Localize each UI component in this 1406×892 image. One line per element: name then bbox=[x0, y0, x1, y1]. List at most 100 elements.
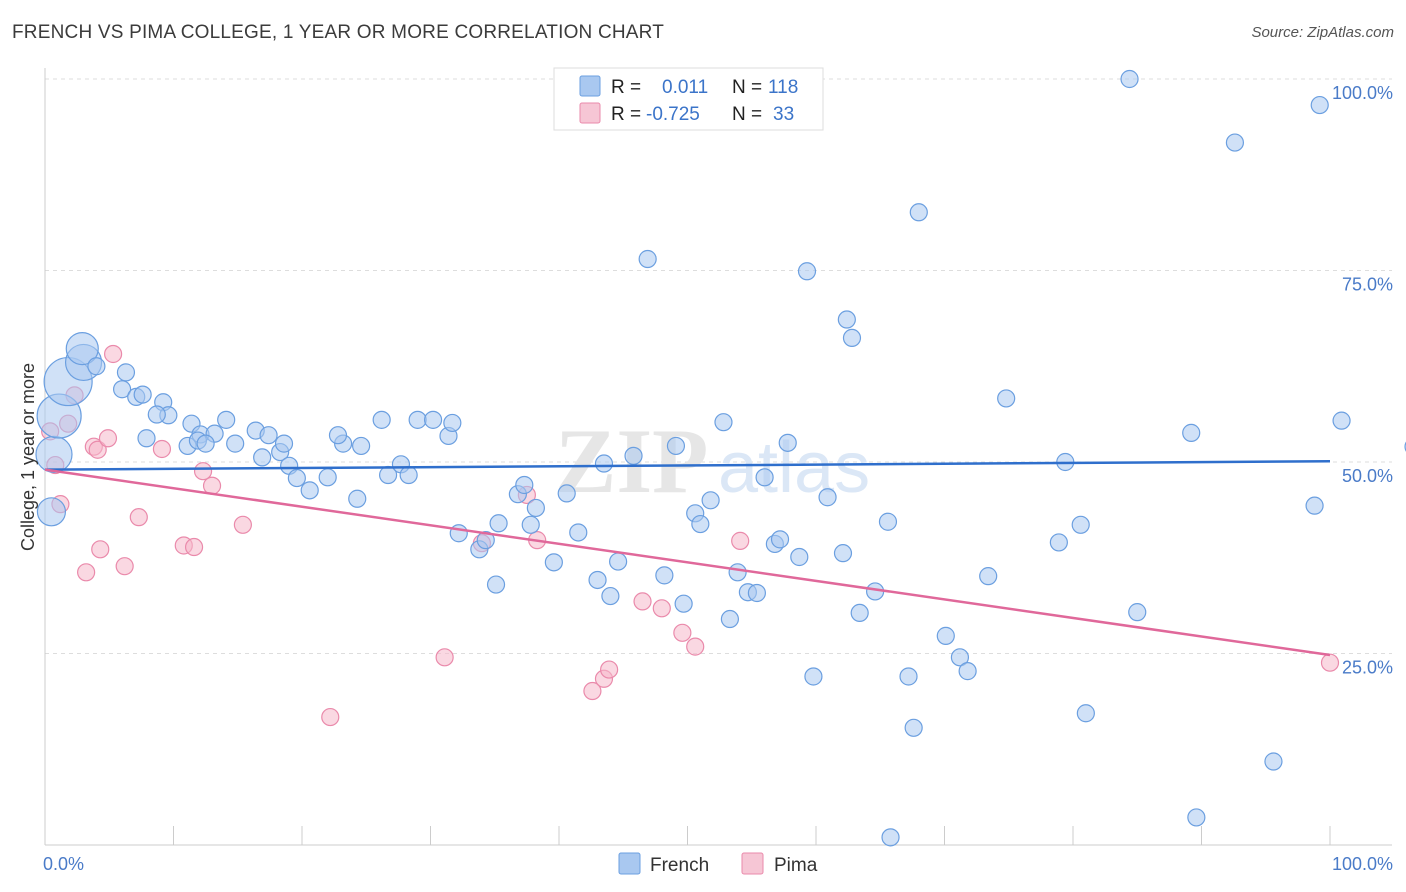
french-point bbox=[588, 570, 607, 590]
french-point bbox=[638, 249, 657, 269]
french-point bbox=[116, 363, 136, 382]
pima-point bbox=[104, 344, 123, 364]
pima-point bbox=[77, 563, 96, 582]
french-point bbox=[274, 434, 294, 453]
french-point bbox=[489, 514, 508, 533]
y-axis-title: College, 1 year or more bbox=[18, 363, 38, 551]
pima-point bbox=[88, 440, 107, 459]
french-point bbox=[36, 497, 67, 527]
french-point bbox=[1187, 808, 1206, 827]
bottom-legend-label-pima: Pima bbox=[774, 855, 818, 876]
french-point bbox=[544, 553, 563, 572]
bottom-legend: French Pima bbox=[618, 852, 818, 876]
french-point bbox=[691, 514, 710, 534]
french-point bbox=[1071, 515, 1090, 534]
french-point bbox=[318, 468, 337, 487]
french-point bbox=[701, 491, 720, 510]
french-point bbox=[655, 566, 674, 585]
pima-point bbox=[193, 462, 213, 481]
french-point bbox=[515, 475, 534, 495]
legend-r-value-pima: -0.725 bbox=[646, 104, 700, 125]
y-tick-label-50: 50.0% bbox=[1342, 466, 1393, 486]
french-point bbox=[842, 328, 862, 348]
french-point bbox=[112, 380, 132, 399]
french-point bbox=[352, 436, 371, 456]
pima-point bbox=[652, 599, 671, 618]
french-point bbox=[747, 583, 766, 603]
french-trend-line bbox=[44, 459, 1331, 471]
french-point bbox=[408, 410, 427, 429]
bottom-legend-swatch-pima bbox=[741, 852, 764, 875]
legend-n-value-french: 118 bbox=[768, 77, 798, 98]
french-point bbox=[259, 426, 278, 445]
french-point bbox=[878, 512, 898, 531]
pima-point bbox=[435, 648, 454, 667]
french-point bbox=[423, 410, 443, 429]
pima-point bbox=[686, 637, 705, 656]
x-tick-label-max: 100.0% bbox=[1332, 854, 1393, 874]
french-point bbox=[790, 547, 809, 567]
pima-point bbox=[115, 557, 134, 576]
french-point bbox=[818, 488, 837, 507]
french-point bbox=[372, 410, 391, 429]
y-tick-labels: 25.0% 50.0% 75.0% 100.0% bbox=[1332, 83, 1393, 678]
pima-point bbox=[1320, 653, 1340, 672]
pima-points bbox=[41, 344, 1340, 727]
french-point bbox=[147, 405, 166, 424]
french-point bbox=[674, 594, 693, 613]
french-point bbox=[1120, 69, 1139, 89]
french-point bbox=[909, 203, 928, 222]
french-point bbox=[486, 575, 506, 594]
chart-title: FRENCH VS PIMA COLLEGE, 1 YEAR OR MORE C… bbox=[12, 22, 665, 43]
legend-r-value-french: 0.011 bbox=[662, 77, 708, 98]
pima-point bbox=[673, 623, 692, 642]
french-point bbox=[755, 468, 774, 487]
french-point bbox=[958, 662, 977, 681]
pima-point bbox=[91, 540, 110, 559]
pima-point bbox=[233, 515, 252, 534]
french-point bbox=[133, 385, 152, 404]
french-point bbox=[328, 426, 348, 445]
french-point bbox=[624, 446, 643, 465]
french-point bbox=[797, 262, 817, 281]
legend-n-value-pima: 33 bbox=[773, 104, 794, 125]
pima-point bbox=[583, 681, 602, 701]
french-point bbox=[217, 410, 236, 429]
french-point bbox=[728, 563, 747, 582]
french-point bbox=[226, 434, 245, 453]
french-point bbox=[557, 484, 576, 503]
french-point bbox=[196, 434, 215, 453]
french-points bbox=[35, 69, 1406, 847]
french-point bbox=[979, 567, 998, 586]
french-point bbox=[714, 413, 733, 432]
legend-swatch-pima bbox=[579, 102, 601, 124]
french-point bbox=[65, 332, 99, 366]
french-point bbox=[1225, 133, 1245, 152]
pima-point bbox=[731, 531, 750, 550]
french-point bbox=[300, 481, 319, 500]
french-point bbox=[569, 523, 588, 542]
french-point bbox=[778, 433, 797, 452]
french-point bbox=[348, 489, 367, 508]
french-point bbox=[526, 498, 545, 518]
legend-r-label-pima: R = bbox=[611, 104, 641, 125]
french-point bbox=[609, 552, 628, 571]
pima-point bbox=[129, 508, 148, 527]
y-tick-label-75: 75.0% bbox=[1342, 275, 1393, 295]
french-point bbox=[804, 667, 823, 686]
y-tick-label-100: 100.0% bbox=[1332, 83, 1393, 103]
french-point bbox=[833, 544, 853, 563]
bottom-legend-swatch-french bbox=[618, 852, 641, 875]
french-point bbox=[881, 828, 900, 847]
bottom-legend-label-french: French bbox=[650, 855, 709, 876]
pima-point bbox=[600, 660, 619, 679]
french-point bbox=[87, 357, 106, 376]
y-tick-label-25: 25.0% bbox=[1342, 658, 1393, 678]
french-point bbox=[837, 310, 856, 329]
french-point bbox=[1128, 603, 1147, 622]
french-point bbox=[770, 530, 790, 549]
chart-source: Source: ZipAtlas.com bbox=[1251, 24, 1394, 41]
x-tick-label-min: 0.0% bbox=[43, 854, 84, 874]
french-point bbox=[1264, 752, 1283, 771]
